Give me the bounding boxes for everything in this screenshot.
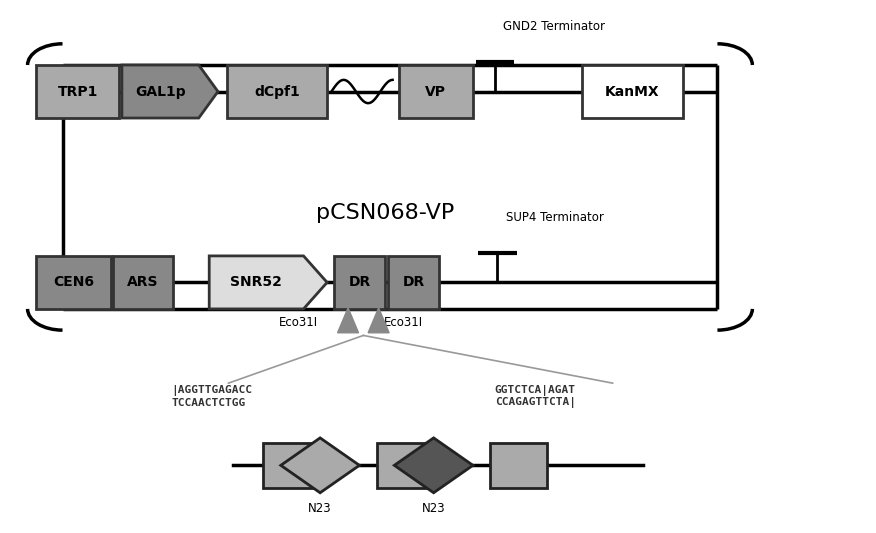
FancyBboxPatch shape: [491, 443, 548, 488]
Text: dCpf1: dCpf1: [254, 85, 300, 99]
FancyBboxPatch shape: [36, 65, 119, 118]
FancyBboxPatch shape: [377, 443, 434, 488]
Text: N23: N23: [422, 502, 446, 515]
Text: ARS: ARS: [127, 276, 159, 289]
Text: |AGGTTGAGACC
TCCAACTCTGG: |AGGTTGAGACC TCCAACTCTGG: [172, 385, 252, 408]
Text: GND2 Terminator: GND2 Terminator: [504, 20, 605, 33]
Text: SNR52: SNR52: [230, 276, 282, 289]
Text: VP: VP: [426, 85, 446, 99]
Text: N23: N23: [308, 502, 332, 515]
Text: SUP4 Terminator: SUP4 Terminator: [506, 211, 604, 224]
Polygon shape: [122, 65, 218, 118]
FancyBboxPatch shape: [227, 65, 327, 118]
Text: DR: DR: [349, 276, 371, 289]
FancyBboxPatch shape: [264, 443, 320, 488]
FancyBboxPatch shape: [582, 65, 682, 118]
Text: pCSN068-VP: pCSN068-VP: [316, 204, 455, 223]
FancyBboxPatch shape: [334, 256, 385, 309]
Text: KanMX: KanMX: [605, 85, 660, 99]
Text: DR: DR: [402, 276, 425, 289]
Text: Eco31I: Eco31I: [384, 316, 423, 329]
FancyBboxPatch shape: [388, 256, 439, 309]
Text: CEN6: CEN6: [53, 276, 94, 289]
FancyBboxPatch shape: [399, 65, 473, 118]
Polygon shape: [281, 438, 359, 493]
Polygon shape: [394, 438, 473, 493]
FancyBboxPatch shape: [113, 256, 173, 309]
Text: Eco31I: Eco31I: [279, 316, 318, 329]
Polygon shape: [337, 308, 358, 333]
Polygon shape: [368, 308, 389, 333]
Text: TRP1: TRP1: [58, 85, 98, 99]
Polygon shape: [209, 256, 327, 309]
FancyBboxPatch shape: [36, 256, 110, 309]
Text: GGTCTCA|AGAT
CCAGAGTTCTA|: GGTCTCA|AGAT CCAGAGTTCTA|: [495, 385, 576, 408]
Text: GAL1p: GAL1p: [135, 85, 186, 99]
